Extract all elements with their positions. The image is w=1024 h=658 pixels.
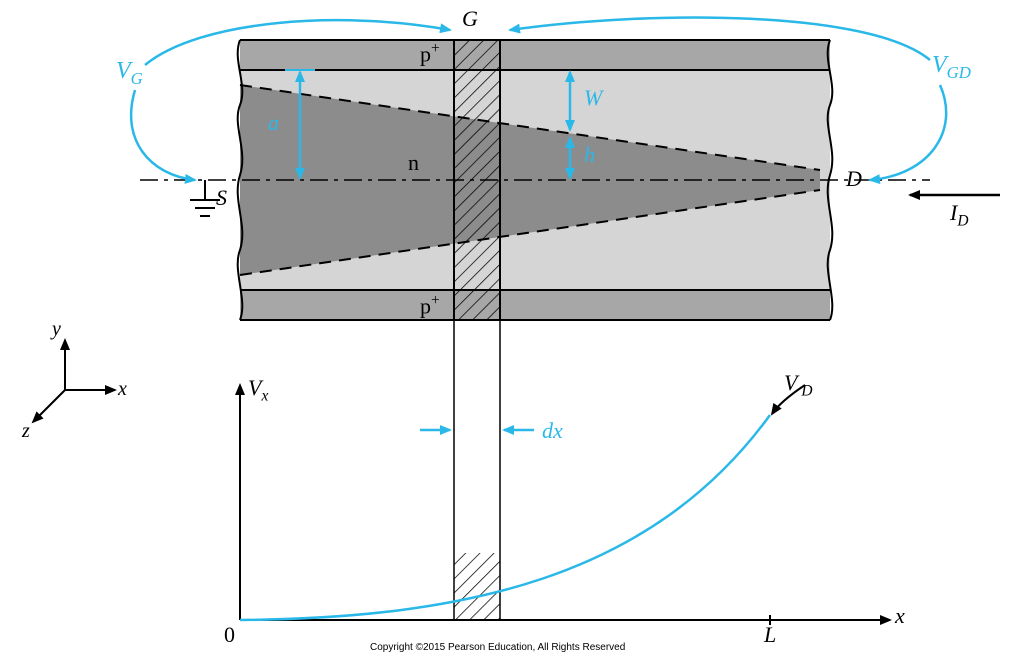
figure-container: G S D n p+ p+ VG VGD a W h ID x y z Vx V… xyxy=(0,0,1024,658)
ID-label: ID xyxy=(950,200,968,230)
axis3d-z: z xyxy=(22,420,30,443)
Vx-label: Vx xyxy=(248,375,268,405)
L-label: L xyxy=(764,622,776,648)
bottom-gate xyxy=(240,290,830,320)
VG-arrow-bottom xyxy=(131,90,195,180)
top-gate xyxy=(240,40,830,70)
dx-label: dx xyxy=(542,418,563,444)
plot-slice-hatch xyxy=(454,553,500,620)
vx-curve xyxy=(240,415,770,620)
n-label: n xyxy=(408,150,419,176)
xyz-axes xyxy=(33,340,115,422)
p-plus-top: p+ xyxy=(420,40,440,67)
VGD-label: VGD xyxy=(932,52,971,83)
copyright-text: Copyright ©2015 Pearson Education, All R… xyxy=(370,642,625,653)
VGD-arrow-bottom xyxy=(870,85,946,180)
W-label: W xyxy=(584,85,602,111)
h-label: h xyxy=(584,142,595,168)
zero-label: 0 xyxy=(224,622,235,648)
axis3d-x: x xyxy=(118,378,127,401)
axis3d-y: y xyxy=(52,318,61,341)
diagram-svg xyxy=(0,0,1024,658)
VD-label: V D xyxy=(784,370,812,400)
plot-x-label: x xyxy=(895,603,905,629)
VG-label: VG xyxy=(116,58,143,89)
G-label: G xyxy=(462,6,478,32)
device-slice-hatch xyxy=(454,40,500,320)
a-label: a xyxy=(268,110,279,136)
D-label: D xyxy=(846,166,862,192)
p-plus-bottom: p+ xyxy=(420,292,440,319)
S-label: S xyxy=(216,185,227,211)
